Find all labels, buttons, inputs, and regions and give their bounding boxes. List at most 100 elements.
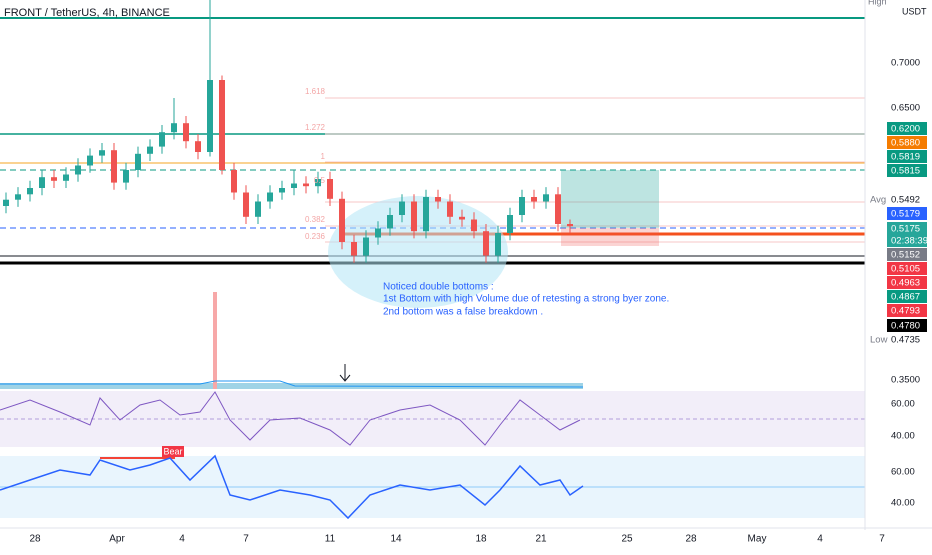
candle-body bbox=[135, 153, 141, 170]
price-label: 0.5105 bbox=[891, 264, 920, 275]
fib-label: 0.236 bbox=[305, 232, 326, 241]
price-label: 0.5492 bbox=[891, 195, 920, 206]
price-label: 0.4963 bbox=[891, 278, 920, 289]
pane-1 bbox=[0, 391, 865, 447]
price-label-bg bbox=[887, 234, 927, 247]
fib-label: 1.618 bbox=[305, 87, 326, 96]
side-label: Low bbox=[870, 335, 888, 346]
candle-body bbox=[471, 219, 477, 232]
time-label: 18 bbox=[475, 534, 487, 545]
target-zone bbox=[561, 170, 659, 228]
price-label-bg bbox=[887, 276, 927, 289]
price-label: 0.4780 bbox=[891, 321, 920, 332]
symbol-title: FRONT / TetherUS, 4h, BINANCE bbox=[4, 7, 170, 19]
candle-body bbox=[51, 177, 57, 181]
price-label-bg bbox=[887, 248, 927, 261]
price-label-bg bbox=[887, 222, 927, 235]
candle-body bbox=[63, 174, 69, 181]
annotation: Noticed double bottoms :1st Bottom with … bbox=[383, 282, 669, 318]
price-label: 0.5152 bbox=[891, 250, 920, 261]
candle-body bbox=[195, 141, 201, 152]
price-axis-top: USDT bbox=[902, 6, 927, 16]
pane-2-line bbox=[0, 454, 584, 520]
candle-body bbox=[519, 197, 525, 215]
price-label: 0.5815 bbox=[891, 166, 920, 177]
price-label-bg bbox=[887, 319, 927, 332]
candle-body bbox=[375, 228, 381, 238]
time-label: 25 bbox=[621, 534, 633, 545]
candle-body bbox=[567, 224, 573, 227]
price-label-bg bbox=[887, 304, 927, 317]
candle-body bbox=[555, 194, 561, 224]
candle-body bbox=[507, 215, 513, 233]
candle-body bbox=[327, 179, 333, 199]
candle-body bbox=[435, 197, 441, 202]
price-label: 0.4867 bbox=[891, 292, 920, 303]
price-label: 40.00 bbox=[891, 431, 915, 442]
price-label: 0.6200 bbox=[891, 124, 920, 135]
candle-body bbox=[267, 192, 273, 202]
price-label: 60.00 bbox=[891, 399, 915, 410]
price-label-bg bbox=[887, 262, 927, 275]
time-label: Apr bbox=[109, 534, 125, 545]
candle-body bbox=[15, 194, 21, 200]
price-label: 40.00 bbox=[891, 498, 915, 509]
candle-body bbox=[111, 150, 117, 183]
side-label: Avg bbox=[870, 195, 886, 206]
time-label: 21 bbox=[535, 534, 547, 545]
highlight-ellipse bbox=[328, 196, 508, 308]
volume-ma bbox=[0, 380, 584, 388]
candle-body bbox=[339, 198, 345, 242]
badge: Bear bbox=[163, 446, 182, 456]
candle-body bbox=[3, 199, 9, 206]
volume bbox=[0, 292, 584, 389]
annotation-line: 1st Bottom with high Volume due of retes… bbox=[383, 294, 669, 305]
time-label: 7 bbox=[243, 534, 249, 545]
time-label: 28 bbox=[29, 534, 41, 545]
candle-body bbox=[243, 192, 249, 217]
candle-body bbox=[279, 188, 285, 193]
candle-body bbox=[531, 197, 537, 202]
price-label: 0.6500 bbox=[891, 103, 920, 114]
candle-body bbox=[171, 123, 177, 133]
price-label: 0.3500 bbox=[891, 375, 920, 386]
candle-body bbox=[207, 80, 213, 152]
pane-1-line bbox=[0, 391, 581, 446]
candle-body bbox=[123, 170, 129, 183]
price-label-bg bbox=[887, 136, 927, 149]
price-label: 60.00 bbox=[891, 467, 915, 478]
price-label: 0.5179 bbox=[891, 209, 920, 220]
candle-body bbox=[87, 155, 93, 166]
time-label: 4 bbox=[817, 534, 823, 545]
candle-body bbox=[399, 201, 405, 215]
fib-label: 1.272 bbox=[305, 123, 326, 132]
price-label: 0.5819 bbox=[891, 152, 920, 163]
price-label: 0.4735 bbox=[891, 335, 920, 346]
candle-body bbox=[303, 183, 309, 187]
time-label: 11 bbox=[325, 534, 336, 545]
stop-zone bbox=[561, 228, 659, 246]
candle-body bbox=[27, 188, 33, 195]
candle-body bbox=[447, 201, 453, 217]
candle-body bbox=[159, 132, 165, 147]
candle-body bbox=[219, 80, 225, 170]
price-axis-top: High bbox=[868, 0, 887, 6]
price-label: 0.4793 bbox=[891, 306, 920, 317]
candle-body bbox=[231, 170, 237, 193]
candle-body bbox=[483, 231, 489, 256]
price-label-bg bbox=[887, 150, 927, 163]
price-label-bg bbox=[887, 164, 927, 177]
annotation-line: Noticed double bottoms : bbox=[383, 282, 494, 293]
fib-label: 0.5 bbox=[314, 176, 326, 185]
candle-body bbox=[351, 242, 357, 256]
candle-body bbox=[255, 201, 261, 217]
candle-body bbox=[315, 179, 321, 187]
candle-body bbox=[495, 233, 501, 256]
candle-body bbox=[363, 237, 369, 256]
price-label-bg bbox=[887, 122, 927, 135]
price-label: 0.5175 bbox=[891, 224, 920, 235]
volume-bars bbox=[0, 383, 583, 389]
time-label: 14 bbox=[390, 534, 402, 545]
price-label: 0.7000 bbox=[891, 58, 920, 69]
